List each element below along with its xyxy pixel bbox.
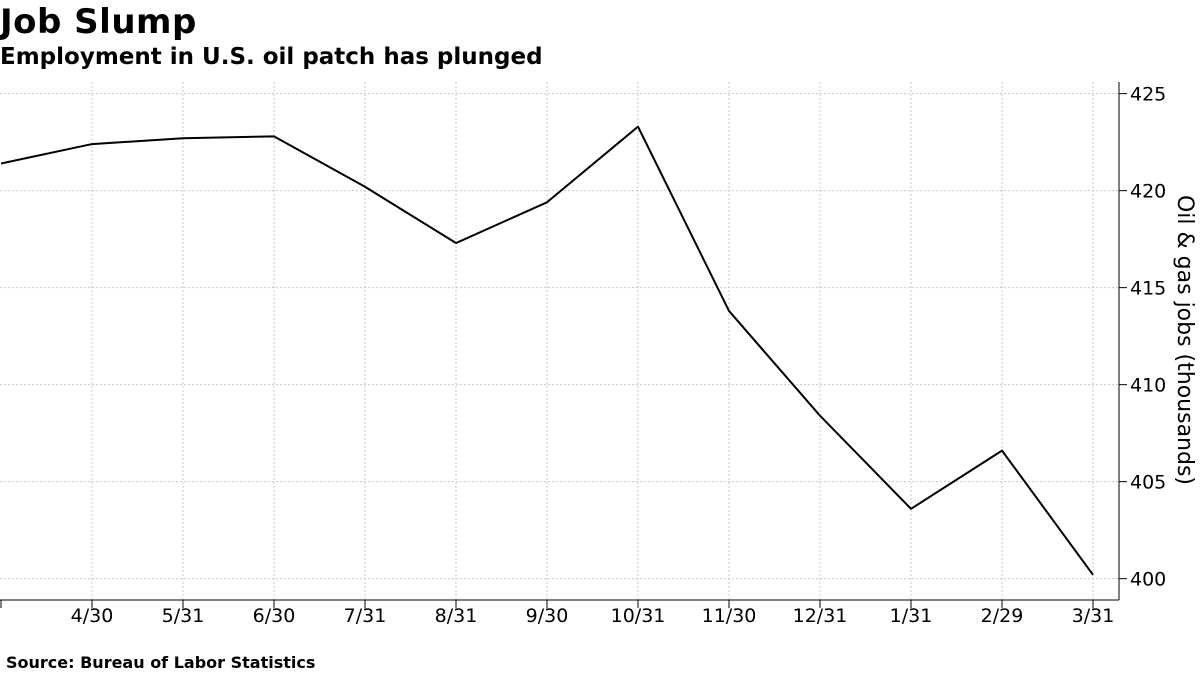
series-line-oil-gas-jobs xyxy=(0,125,1094,576)
x-tick-label: 11/30 xyxy=(702,605,757,627)
y-axis-label: Oil & gas jobs (thousands) xyxy=(1172,195,1197,485)
y-tick-label: 405 xyxy=(1130,472,1166,494)
chart-title: Job Slump xyxy=(0,2,197,42)
chart-subtitle: Employment in U.S. oil patch has plunged xyxy=(0,44,543,70)
x-tick-label: 1/31 xyxy=(890,605,933,627)
y-axis-ticks: 400 405 410 415 420 425 xyxy=(1119,84,1166,591)
x-tick-label: 4/30 xyxy=(71,605,114,627)
source-note: Source: Bureau of Labor Statistics xyxy=(6,653,316,672)
x-tick-label: 7/31 xyxy=(344,605,387,627)
grid-lines xyxy=(0,82,1119,600)
y-tick-label: 400 xyxy=(1130,569,1166,591)
y-tick-label: 425 xyxy=(1130,84,1166,106)
x-tick-label: 12/31 xyxy=(793,605,848,627)
x-tick-label: 10/31 xyxy=(611,605,666,627)
axes xyxy=(0,82,1120,601)
x-tick-label: 6/30 xyxy=(253,605,296,627)
x-tick-label: 2/29 xyxy=(981,605,1024,627)
y-tick-label: 410 xyxy=(1130,375,1166,397)
x-axis-ticks: 4/30 5/31 6/30 7/31 8/31 9/30 10/31 11/30 12/31 1… xyxy=(0,600,1115,627)
x-tick-label: 8/31 xyxy=(435,605,478,627)
x-tick-label: 9/30 xyxy=(526,605,569,627)
y-tick-label: 420 xyxy=(1130,181,1166,203)
y-tick-label: 415 xyxy=(1130,278,1166,300)
x-tick-label: 3/31 xyxy=(1072,605,1115,627)
x-tick-label: 5/31 xyxy=(162,605,205,627)
series-lines xyxy=(0,125,1094,576)
